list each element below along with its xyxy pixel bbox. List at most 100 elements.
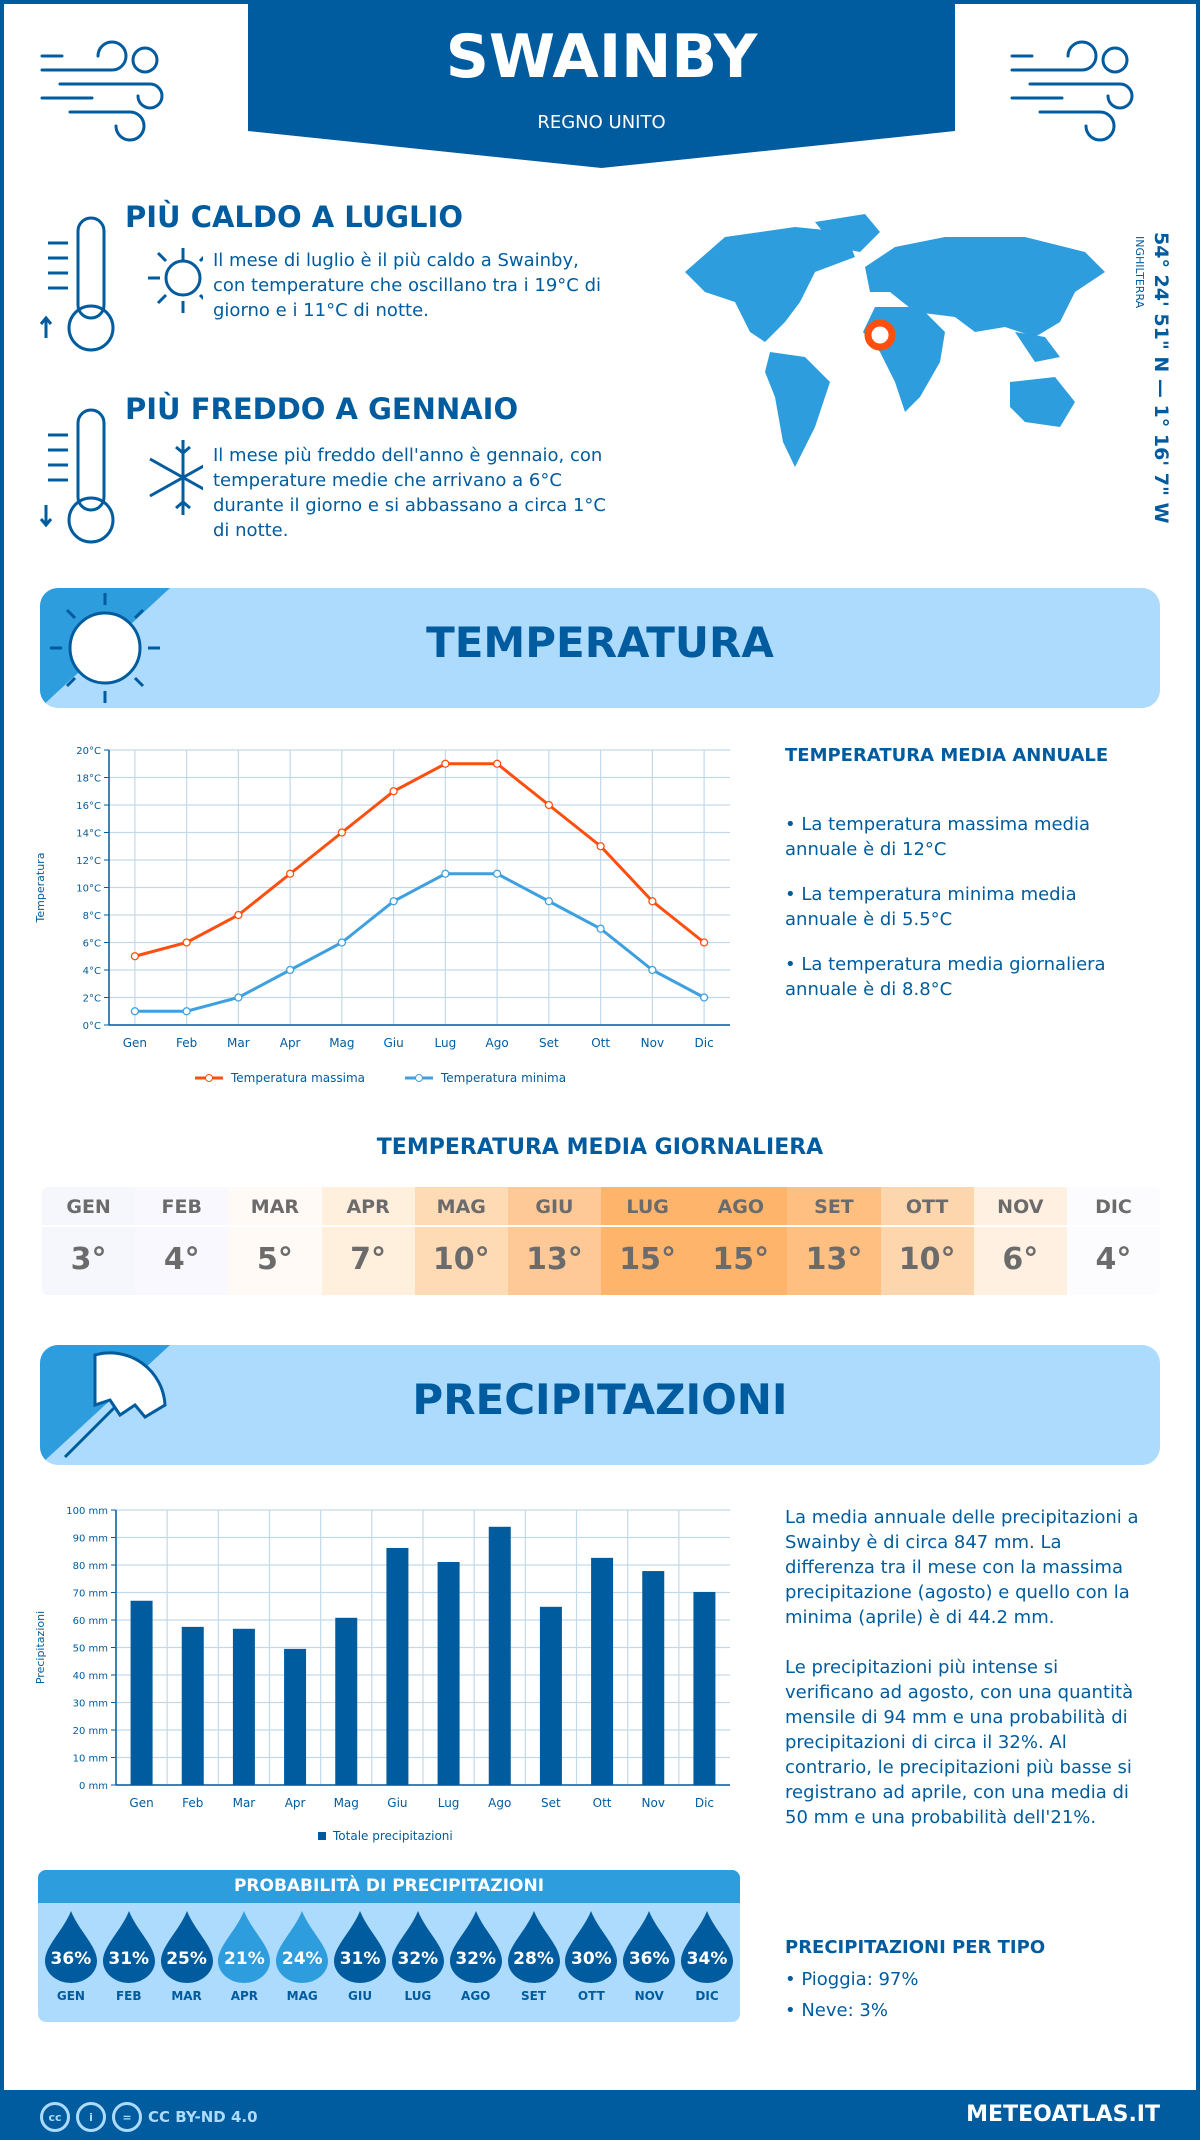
- x-tick-label: Nov: [641, 1036, 664, 1050]
- data-point: [544, 800, 554, 810]
- prob-value: 30%: [571, 1949, 612, 1969]
- x-tick-label: Lug: [438, 1796, 460, 1810]
- data-point: [648, 897, 657, 906]
- month-label: MAR: [228, 1187, 322, 1227]
- country-subtitle: REGNO UNITO: [537, 112, 666, 133]
- temp-bullets: • La temperatura massima media annuale è…: [785, 812, 1125, 1002]
- data-point: [544, 897, 554, 906]
- prob-drop-apr: 21% APR: [218, 1911, 271, 2003]
- y-tick-label: 8°C: [83, 911, 101, 922]
- legend-marker: [415, 1074, 423, 1082]
- y-tick-label: 12°C: [76, 856, 101, 867]
- raindrop-icon: [391, 1911, 444, 1983]
- temp-value: 6°: [1002, 1242, 1039, 1277]
- daily-temp-mar: MAR 5°: [228, 1187, 322, 1295]
- daily-temp-mag: MAG 10°: [414, 1187, 508, 1295]
- month-label: DIC: [695, 1989, 719, 2003]
- y-tick-label: 18°C: [76, 774, 101, 785]
- bullet: • La temperatura media giornaliera annua…: [785, 954, 1106, 1000]
- month-label: OTT: [880, 1187, 974, 1227]
- prob-drop-gen: 36% GEN: [44, 1911, 97, 2003]
- month-label: GIU: [348, 1989, 373, 2003]
- x-tick-label: Mar: [227, 1036, 250, 1050]
- prob-value: 31%: [339, 1949, 381, 1969]
- temp-value: 15°: [712, 1242, 770, 1277]
- y-tick-label: 10°C: [76, 884, 101, 895]
- page-title: SWAINBY: [445, 22, 758, 92]
- temp-value: 13°: [526, 1242, 583, 1277]
- precip-paragraph: Le precipitazioni più intense si verific…: [785, 1657, 1134, 1828]
- brand-link[interactable]: METEOATLAS.IT: [966, 2102, 1160, 2127]
- x-tick-label: Set: [541, 1796, 561, 1810]
- bar-nov: [642, 1571, 665, 1785]
- x-tick-label: Set: [539, 1036, 559, 1050]
- y-tick-label: 2°C: [83, 994, 101, 1005]
- bar-mag: [335, 1617, 358, 1785]
- hot-text: Il mese di luglio è il più caldo a Swain…: [213, 250, 602, 321]
- prob-value: 31%: [108, 1949, 150, 1969]
- daily-temp-feb: FEB 4°: [135, 1187, 229, 1295]
- month-label: LUG: [601, 1187, 695, 1227]
- y-tick-label: 30 mm: [73, 1699, 108, 1710]
- raindrop-icon: [102, 1911, 155, 1983]
- precip-type-list: • Pioggia: 97% • Neve: 3%: [785, 1967, 919, 2023]
- month-label: GIU: [507, 1187, 602, 1227]
- raindrop-icon: [218, 1911, 271, 1983]
- prob-drop-dic: 34% DIC: [681, 1911, 734, 2003]
- month-label: AGO: [461, 1989, 491, 2003]
- cc-icon: cc: [40, 2102, 70, 2132]
- header-banner: [248, 0, 955, 168]
- x-tick-label: Ott: [591, 1036, 610, 1050]
- month-label: FEB: [115, 1989, 142, 2003]
- data-point: [130, 1007, 140, 1016]
- prob-value: 32%: [455, 1949, 497, 1969]
- footer: cc i = CC BY-ND 4.0 METEOATLAS.IT: [0, 2090, 1200, 2140]
- prob-drop-ago: 32% AGO: [449, 1911, 502, 2003]
- month-label: NOV: [634, 1989, 664, 2003]
- data-point: [389, 897, 398, 906]
- data-point: [699, 993, 709, 1002]
- temp-value: 4°: [1095, 1242, 1132, 1277]
- y-tick-label: 10 mm: [73, 1754, 108, 1765]
- data-point: [492, 759, 502, 768]
- month-label: OTT: [577, 1989, 605, 2003]
- raindrop-icon: [334, 1911, 387, 1983]
- cold-text: Il mese più freddo dell'anno è gennaio, …: [213, 445, 606, 541]
- precipitation-title: PRECIPITAZIONI: [412, 1375, 788, 1424]
- x-tick-label: Dic: [695, 1036, 714, 1050]
- precipitation-section-header: PRECIPITAZIONI: [40, 1345, 1160, 1465]
- y-tick-label: 60 mm: [73, 1616, 108, 1627]
- precip-type-title: PRECIPITAZIONI PER TIPO: [785, 1937, 1046, 1958]
- hot-title: PIÙ CALDO A LUGLIO: [125, 200, 463, 234]
- x-tick-label: Mar: [233, 1796, 256, 1810]
- daily-temp-title: TEMPERATURA MEDIA GIORNALIERA: [376, 1135, 824, 1160]
- prob-value: 36%: [50, 1949, 92, 1969]
- prob-drop-mar: 25% MAR: [160, 1911, 213, 2003]
- x-tick-label: Mag: [334, 1796, 359, 1810]
- data-point: [596, 842, 605, 851]
- month-label: SET: [521, 1989, 547, 2003]
- temp-value: 15°: [619, 1242, 676, 1277]
- daily-temp-gen: GEN 3°: [42, 1187, 136, 1295]
- data-point: [234, 993, 243, 1002]
- daily-temp-dic: DIC 4°: [1066, 1187, 1160, 1295]
- data-point: [441, 869, 450, 878]
- precipitation-chart: 0 mm 10 mm 20 mm 30 mm 40 mm 50 mm 60 mm 70 mm 8…: [34, 1506, 730, 1843]
- legend-swatch: [318, 1832, 326, 1840]
- temperature-chart: 0°C 2°C 4°C 6°C 8°C 10°C 12°C 14°C 16°C 18°C 20°C G…: [34, 746, 730, 1085]
- month-label: APR: [321, 1187, 415, 1227]
- bar-giu: [386, 1547, 409, 1785]
- temp-value: 3°: [70, 1242, 107, 1277]
- raindrop-icon: [623, 1911, 676, 1983]
- data-point: [389, 787, 398, 796]
- daily-temp-lug: LUG 15°: [601, 1187, 695, 1295]
- prob-value: 21%: [224, 1949, 265, 1969]
- legend-label: Temperatura massima: [230, 1071, 365, 1085]
- temp-value: 10°: [898, 1242, 956, 1277]
- month-label: MAR: [171, 1989, 202, 2003]
- y-tick-label: 70 mm: [73, 1589, 108, 1600]
- data-point: [492, 869, 502, 878]
- location-pin-icon: [864, 319, 896, 351]
- data-point: [130, 952, 140, 961]
- x-tick-label: Apr: [285, 1796, 306, 1810]
